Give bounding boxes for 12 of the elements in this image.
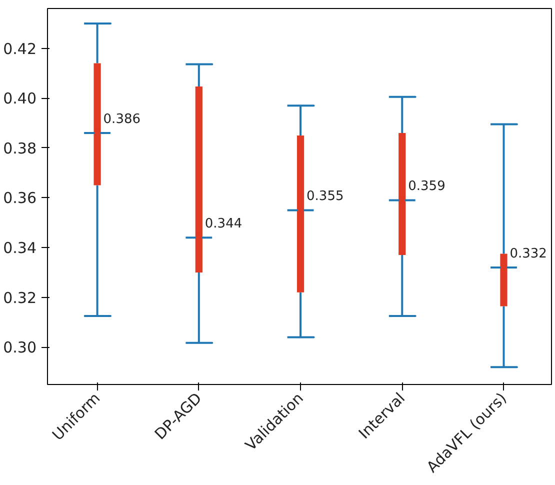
y-tick-label: 0.36 [3, 189, 37, 208]
y-tick-label: 0.32 [3, 288, 37, 307]
annotation: 0.332 [510, 246, 547, 262]
annotation: 0.386 [103, 112, 141, 128]
y-tick-label: 0.34 [3, 239, 37, 258]
y-tick-label: 0.38 [3, 139, 37, 158]
annotation: 0.359 [408, 179, 446, 194]
annotation: 0.355 [306, 189, 344, 204]
y-tick-label: 0.40 [3, 90, 37, 108]
annotation: 0.344 [204, 216, 242, 232]
y-tick-label: 0.30 [3, 338, 37, 357]
y-tick-label: 0.42 [3, 40, 37, 58]
